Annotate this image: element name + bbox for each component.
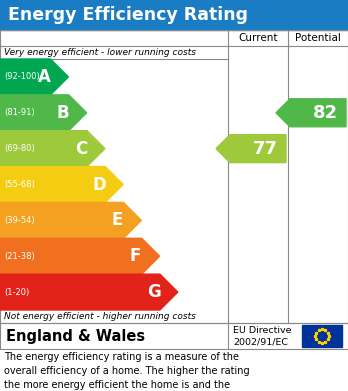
Bar — [302, 325, 342, 347]
Text: C: C — [75, 140, 87, 158]
Polygon shape — [276, 99, 346, 127]
Text: (1-20): (1-20) — [4, 287, 29, 296]
Text: England & Wales: England & Wales — [6, 328, 145, 344]
Text: B: B — [56, 104, 69, 122]
Polygon shape — [0, 203, 141, 238]
Text: G: G — [147, 283, 161, 301]
Text: (81-91): (81-91) — [4, 108, 34, 117]
Text: D: D — [92, 176, 106, 194]
Bar — [0, 30, 348, 323]
Text: Potential: Potential — [295, 33, 341, 43]
Text: A: A — [38, 68, 51, 86]
Text: (21-38): (21-38) — [4, 252, 35, 261]
Text: Very energy efficient - lower running costs: Very energy efficient - lower running co… — [4, 48, 196, 57]
Text: (69-80): (69-80) — [4, 144, 35, 153]
Polygon shape — [0, 167, 123, 203]
Polygon shape — [0, 95, 87, 131]
Polygon shape — [0, 274, 178, 310]
Polygon shape — [0, 238, 160, 274]
Bar — [0, 0, 348, 30]
Polygon shape — [0, 59, 69, 95]
Text: E: E — [112, 212, 123, 230]
Text: 82: 82 — [313, 104, 338, 122]
Text: The energy efficiency rating is a measure of the
overall efficiency of a home. T: The energy efficiency rating is a measur… — [4, 352, 250, 391]
Polygon shape — [0, 131, 105, 167]
Text: (39-54): (39-54) — [4, 216, 34, 225]
Polygon shape — [216, 135, 286, 163]
Text: (55-68): (55-68) — [4, 180, 35, 189]
Bar — [0, 323, 348, 349]
Text: Energy Efficiency Rating: Energy Efficiency Rating — [8, 6, 248, 24]
Text: Not energy efficient - higher running costs: Not energy efficient - higher running co… — [4, 312, 196, 321]
Text: (92-100): (92-100) — [4, 72, 40, 81]
Text: EU Directive
2002/91/EC: EU Directive 2002/91/EC — [233, 326, 292, 346]
Text: F: F — [130, 247, 141, 265]
Text: 77: 77 — [253, 140, 277, 158]
Text: Current: Current — [238, 33, 278, 43]
